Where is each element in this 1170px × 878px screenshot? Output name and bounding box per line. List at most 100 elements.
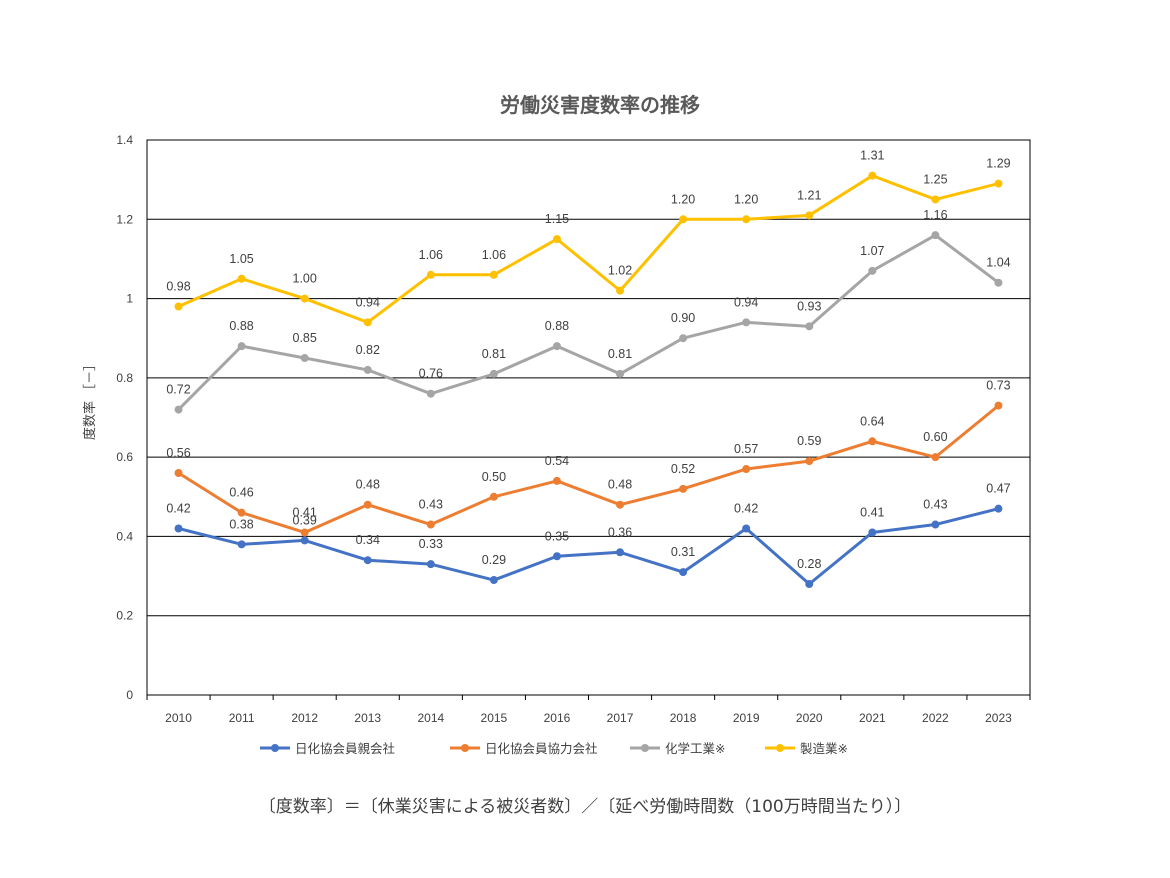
x-tick-label: 2023 — [985, 711, 1012, 725]
y-axis-ticks: 0 0.2 0.4 0.6 0.8 1 1.2 1.4 — [116, 133, 133, 702]
data-point — [868, 171, 877, 180]
data-point — [868, 437, 877, 446]
data-label: 0.43 — [419, 498, 443, 512]
data-label: 1.31 — [860, 149, 884, 163]
data-point — [426, 270, 435, 279]
y-tick-label: 0.8 — [116, 371, 133, 385]
data-point — [931, 195, 940, 204]
data-point — [616, 548, 625, 557]
plot-area — [146, 139, 1031, 696]
data-point — [616, 286, 625, 295]
series-2 — [174, 401, 1003, 537]
data-point — [489, 492, 498, 501]
legend: 日化協会員親会社 日化協会員協力会社 化学工業※ 製造業※ — [260, 741, 848, 756]
data-point — [489, 270, 498, 279]
y-tick-label: 1.2 — [116, 212, 133, 226]
series-3 — [174, 231, 1003, 414]
legend-item: 製造業※ — [765, 741, 848, 756]
data-point — [426, 389, 435, 398]
data-label: 0.34 — [356, 533, 380, 547]
legend-item: 化学工業※ — [630, 741, 725, 756]
data-label: 0.38 — [229, 517, 253, 531]
legend-item: 日化協会員親会社 — [260, 741, 395, 756]
x-tick-label: 2017 — [607, 711, 634, 725]
data-label: 0.88 — [545, 319, 569, 333]
series-line — [178, 507, 999, 586]
x-tick-label: 2011 — [229, 711, 255, 725]
data-point — [805, 211, 814, 220]
data-label: 0.48 — [356, 478, 380, 492]
data-point — [174, 405, 183, 414]
data-label: 0.82 — [356, 343, 380, 357]
x-tick-label: 2019 — [733, 711, 760, 725]
data-point — [363, 500, 372, 509]
data-label: 1.20 — [734, 192, 758, 206]
x-tick-label: 2016 — [544, 711, 571, 725]
data-label: 1.06 — [482, 248, 506, 262]
formula-footnote: 〔度数率〕＝〔休業災害による被災者数〕／〔延べ労働時間数（100万時間当たり）〕 — [258, 797, 912, 817]
series-line — [177, 404, 1000, 534]
data-label: 0.42 — [734, 502, 758, 516]
data-label: 0.31 — [671, 545, 695, 559]
data-label: 1.04 — [986, 256, 1010, 270]
data-label: 1.05 — [229, 252, 253, 266]
data-label: 1.25 — [923, 172, 947, 186]
y-tick-label: 0 — [126, 688, 133, 702]
data-point — [300, 536, 309, 545]
data-label: 0.90 — [671, 311, 695, 325]
data-label: 0.81 — [608, 347, 632, 361]
data-point — [742, 215, 751, 224]
data-label: 0.47 — [986, 482, 1010, 496]
data-point — [237, 342, 246, 351]
data-label: 0.85 — [293, 331, 317, 345]
data-point — [805, 580, 814, 588]
data-label: 0.28 — [797, 557, 821, 571]
data-label: 0.33 — [419, 537, 443, 551]
data-point — [994, 278, 1003, 287]
series-line — [177, 174, 999, 324]
data-point — [931, 520, 940, 529]
y-tick-label: 1.4 — [116, 133, 133, 147]
data-point — [931, 231, 940, 240]
data-label: 0.57 — [734, 442, 758, 456]
data-point — [805, 322, 814, 331]
chart-title: 労働災害度数率の推移 — [500, 93, 700, 117]
data-point — [174, 302, 183, 311]
data-point — [931, 453, 940, 462]
data-label: 0.36 — [608, 525, 632, 539]
data-point — [994, 504, 1003, 513]
data-label: 0.81 — [482, 347, 506, 361]
data-point — [552, 235, 561, 244]
legend-label: 日化協会員親会社 — [295, 741, 395, 756]
x-tick-label: 2015 — [481, 711, 508, 725]
legend-swatch-marker — [271, 744, 279, 752]
x-tick-label: 2010 — [165, 711, 192, 725]
y-tick-label: 0.6 — [116, 450, 133, 464]
series-line — [177, 233, 1000, 411]
data-label: 0.72 — [166, 383, 190, 397]
data-label: 1.02 — [608, 264, 632, 278]
data-label: 0.41 — [860, 505, 884, 519]
data-label: 0.93 — [797, 299, 821, 313]
data-label: 0.52 — [671, 462, 695, 476]
series-1 — [174, 504, 1003, 588]
data-label: 1.06 — [419, 248, 443, 262]
legend-label: 製造業※ — [800, 741, 848, 756]
data-label: 0.56 — [166, 446, 190, 460]
data-point — [552, 476, 561, 485]
data-point — [679, 215, 688, 224]
x-tick-label: 2012 — [291, 711, 318, 725]
data-label: 1.21 — [797, 188, 821, 202]
x-tick-label: 2013 — [354, 711, 381, 725]
data-label: 0.39 — [293, 513, 317, 527]
legend-swatch-marker — [461, 744, 469, 752]
y-tick-label: 1 — [126, 292, 133, 306]
data-point — [868, 266, 877, 275]
data-point — [679, 484, 688, 493]
data-label: 0.46 — [229, 486, 253, 500]
data-label: 1.20 — [671, 192, 695, 206]
data-point — [552, 342, 561, 351]
data-label: 0.50 — [482, 470, 506, 484]
x-tick-label: 2021 — [859, 711, 886, 725]
